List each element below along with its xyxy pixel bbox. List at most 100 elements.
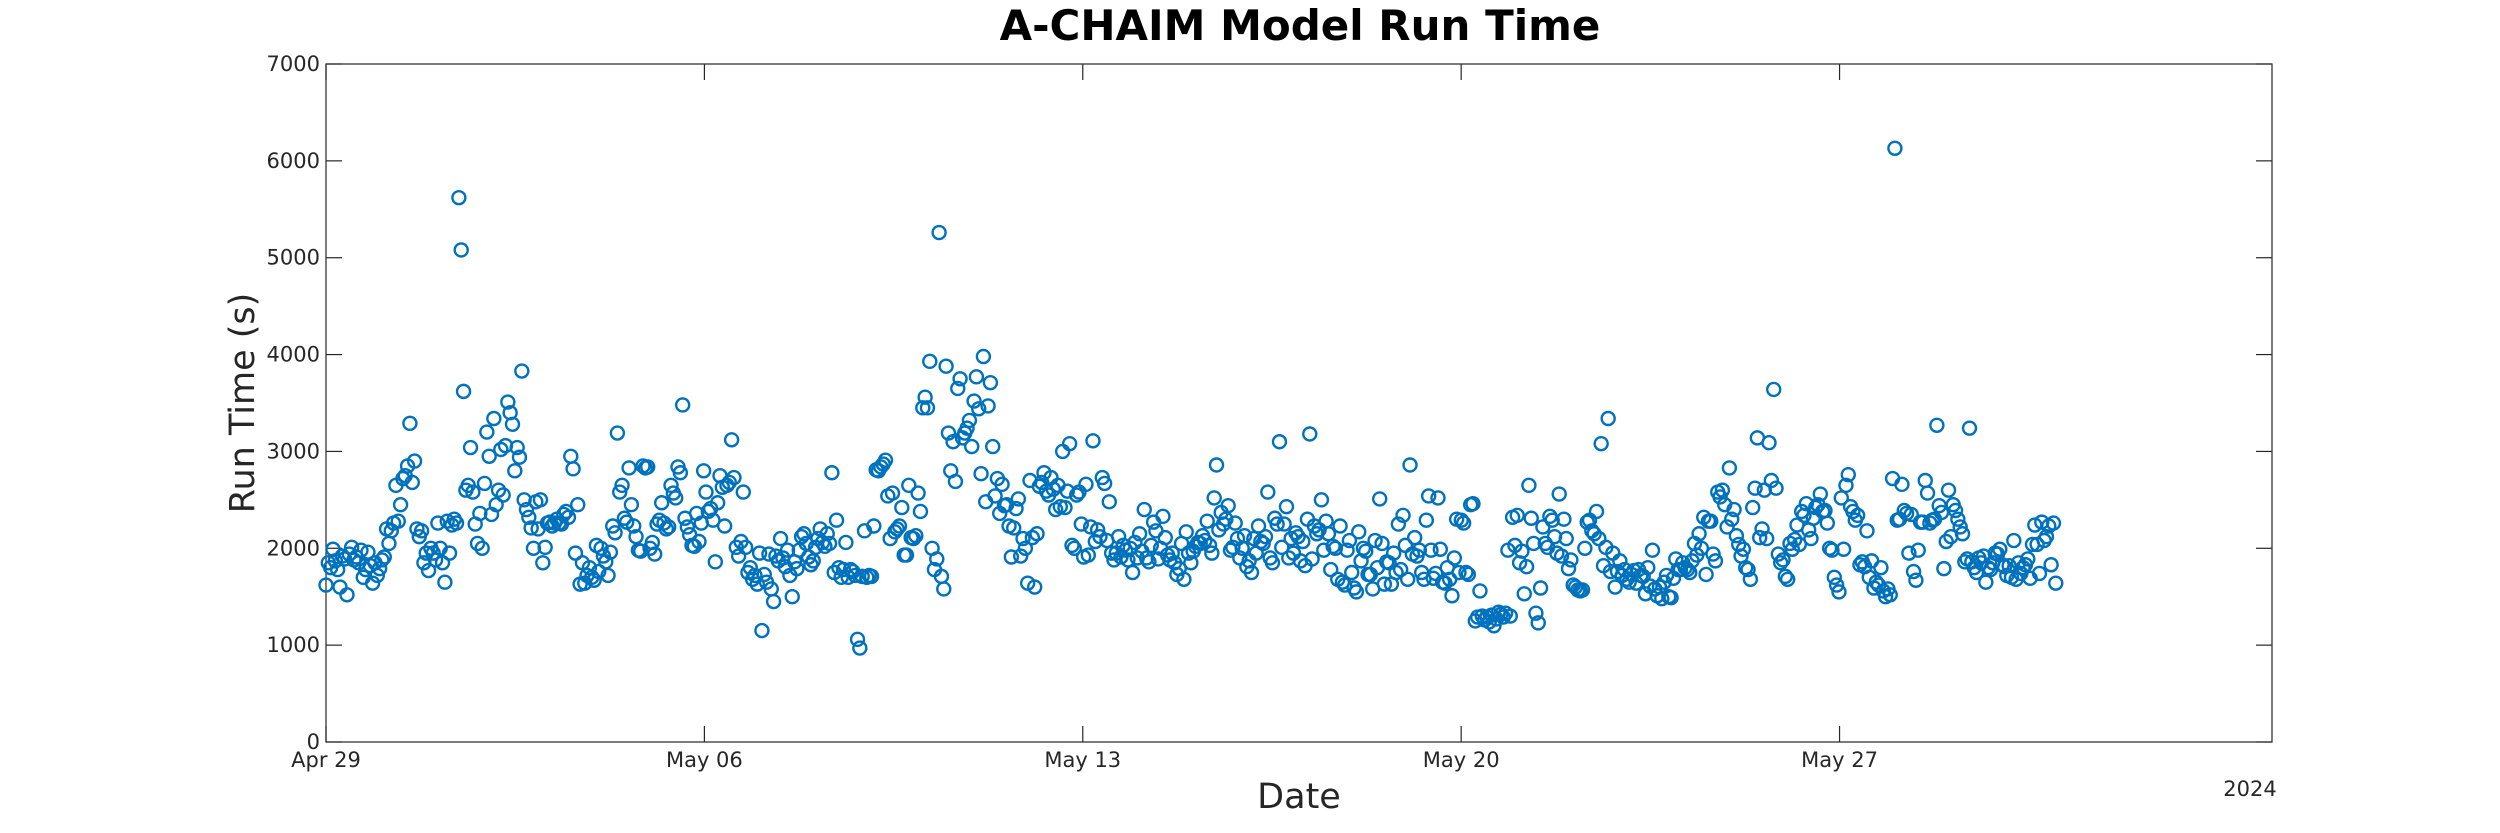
data-point xyxy=(1057,499,1073,516)
data-point xyxy=(376,549,392,565)
data-point xyxy=(1714,482,1731,498)
data-point xyxy=(1089,522,1106,538)
data-point xyxy=(726,469,742,486)
data-point xyxy=(441,545,458,561)
data-point xyxy=(784,589,800,605)
x-tick-label: May 20 xyxy=(1423,748,1500,772)
data-point xyxy=(1276,516,1292,532)
data-point xyxy=(621,460,637,476)
data-point xyxy=(1551,486,1567,502)
year-label: 2024 xyxy=(2223,777,2276,801)
data-point xyxy=(1530,615,1546,631)
data-point xyxy=(1073,516,1090,532)
data-point xyxy=(523,520,539,536)
data-point xyxy=(973,466,989,482)
data-point xyxy=(1110,528,1127,545)
data-point xyxy=(1017,540,1034,556)
data-point xyxy=(451,189,467,206)
data-point xyxy=(987,488,1003,504)
data-point xyxy=(721,474,737,491)
data-point xyxy=(1553,548,1570,564)
data-point xyxy=(1828,577,1845,593)
data-point xyxy=(1712,489,1728,505)
data-point xyxy=(975,348,992,365)
data-point xyxy=(1008,500,1024,517)
data-point xyxy=(1961,420,1978,436)
data-point xyxy=(1929,417,1945,433)
data-point xyxy=(912,503,929,520)
data-point xyxy=(437,574,453,590)
data-point xyxy=(1201,537,1218,554)
data-point xyxy=(600,567,616,584)
data-point xyxy=(474,540,490,556)
data-point xyxy=(640,459,656,475)
data-point xyxy=(1253,533,1269,550)
data-point xyxy=(1938,533,1954,550)
y-tick-label: 3000 xyxy=(267,439,320,463)
data-point xyxy=(420,562,437,579)
data-point xyxy=(1015,530,1031,547)
data-point xyxy=(705,512,721,528)
data-point xyxy=(959,420,975,436)
data-point xyxy=(1013,548,1029,564)
data-point xyxy=(931,224,947,241)
x-axis: Apr 29 May 06 May 13 May 20 May 27 xyxy=(291,64,1878,772)
data-point xyxy=(1402,457,1418,473)
data-point xyxy=(1786,531,1803,548)
data-point xyxy=(1313,492,1330,508)
data-point xyxy=(413,523,430,539)
data-point xyxy=(504,416,521,433)
data-point xyxy=(1472,583,1488,599)
data-point xyxy=(1658,567,1675,584)
data-point xyxy=(448,515,465,531)
data-point xyxy=(1255,535,1271,552)
data-point xyxy=(1411,542,1428,558)
data-point xyxy=(1525,535,1542,552)
data-point xyxy=(1798,496,1815,512)
data-point xyxy=(1141,554,1157,570)
data-point xyxy=(1698,566,1714,583)
data-point xyxy=(479,424,495,440)
data-point xyxy=(1274,539,1290,556)
data-point xyxy=(472,505,488,522)
data-point xyxy=(695,463,712,479)
data-point xyxy=(1721,460,1738,476)
data-point xyxy=(968,369,985,385)
data-point xyxy=(623,497,640,513)
data-point xyxy=(1325,538,1341,555)
data-point xyxy=(1663,589,1679,606)
data-point xyxy=(593,540,609,556)
y-tick-label: 1000 xyxy=(267,633,320,657)
data-point xyxy=(929,551,945,567)
data-point xyxy=(1295,533,1311,550)
data-point xyxy=(952,371,968,387)
data-point xyxy=(824,465,840,481)
data-point xyxy=(1523,510,1539,526)
data-point xyxy=(511,449,528,465)
data-point xyxy=(1197,532,1213,549)
data-point xyxy=(1395,507,1411,524)
data-point xyxy=(560,509,577,525)
data-point xyxy=(1096,475,1113,492)
data-point xyxy=(1532,580,1549,596)
data-point xyxy=(1772,555,1789,571)
data-point xyxy=(1271,434,1288,450)
data-point xyxy=(1420,488,1437,504)
data-point xyxy=(1260,484,1276,500)
data-point xyxy=(1264,555,1281,571)
data-point xyxy=(525,540,542,556)
data-point xyxy=(495,487,511,503)
data-point xyxy=(737,539,754,556)
data-point xyxy=(1220,497,1236,514)
data-point xyxy=(509,439,525,456)
data-point xyxy=(1059,483,1076,499)
data-point xyxy=(1458,564,1474,581)
data-point xyxy=(1199,513,1215,529)
data-point xyxy=(535,555,551,571)
data-point xyxy=(2010,555,2027,571)
data-point xyxy=(406,453,423,469)
data-point xyxy=(1278,498,1295,515)
data-point xyxy=(891,518,908,534)
data-point xyxy=(756,566,772,583)
